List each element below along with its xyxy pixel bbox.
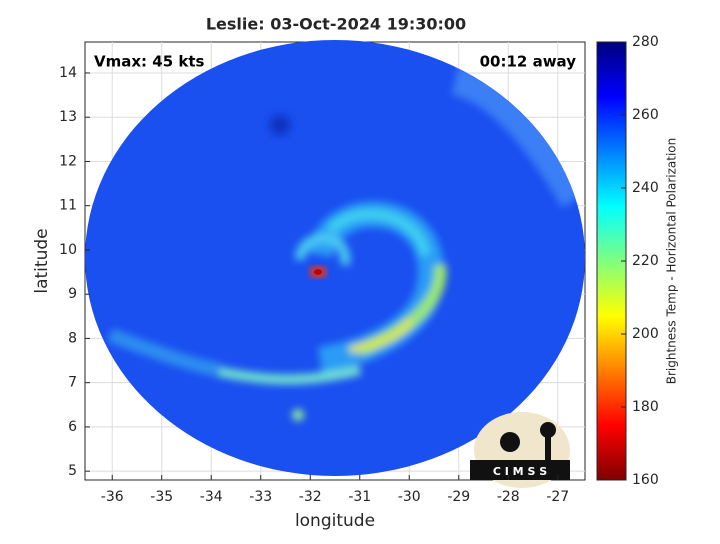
x-tick-label: -36 [101, 489, 124, 505]
x-tick-label: -32 [299, 489, 322, 505]
colorbar-tick-label: 240 [632, 180, 659, 196]
chart-title: Leslie: 03-Oct-2024 19:30:00 [206, 15, 466, 34]
y-tick-label: 5 [68, 463, 77, 479]
colorbar-tick-label: 160 [632, 472, 659, 488]
colorbar-tick-label: 200 [632, 326, 659, 342]
y-tick-label: 6 [68, 419, 77, 435]
y-tick-label: 14 [59, 65, 77, 81]
cimss-logo: C I M S S [470, 412, 570, 488]
y-tick-label: 13 [59, 109, 77, 125]
y-tick-label: 10 [59, 242, 77, 258]
colorbar-tick-label: 280 [632, 34, 659, 50]
y-tick-label: 9 [68, 286, 77, 302]
x-tick-label: -33 [249, 489, 272, 505]
y-tick-label: 11 [59, 198, 77, 214]
annotation: 00:12 away [480, 53, 577, 71]
x-tick-label: -28 [497, 489, 520, 505]
x-axis-label: longitude [295, 511, 375, 531]
x-tick-label: -31 [348, 489, 371, 505]
colorbar-label: Brightness Temp - Horizontal Polarizatio… [665, 138, 679, 385]
y-tick-label: 12 [59, 153, 77, 169]
x-tick-label: -29 [447, 489, 470, 505]
x-tick-label: -30 [398, 489, 421, 505]
annotation: Vmax: 45 kts [94, 53, 204, 71]
y-axis-label: latitude [32, 228, 52, 293]
colorbar-tick-label: 180 [632, 399, 659, 415]
imagery [85, 40, 585, 476]
colorbar-tick-label: 220 [632, 253, 659, 269]
y-tick-label: 7 [68, 375, 77, 391]
x-tick-label: -27 [546, 489, 569, 505]
x-tick-label: -34 [200, 489, 223, 505]
y-tick-label: 8 [68, 330, 77, 346]
x-tick-label: -35 [150, 489, 173, 505]
colorbar-tick-label: 260 [632, 107, 659, 123]
logo-text: C I M S S [493, 465, 547, 478]
